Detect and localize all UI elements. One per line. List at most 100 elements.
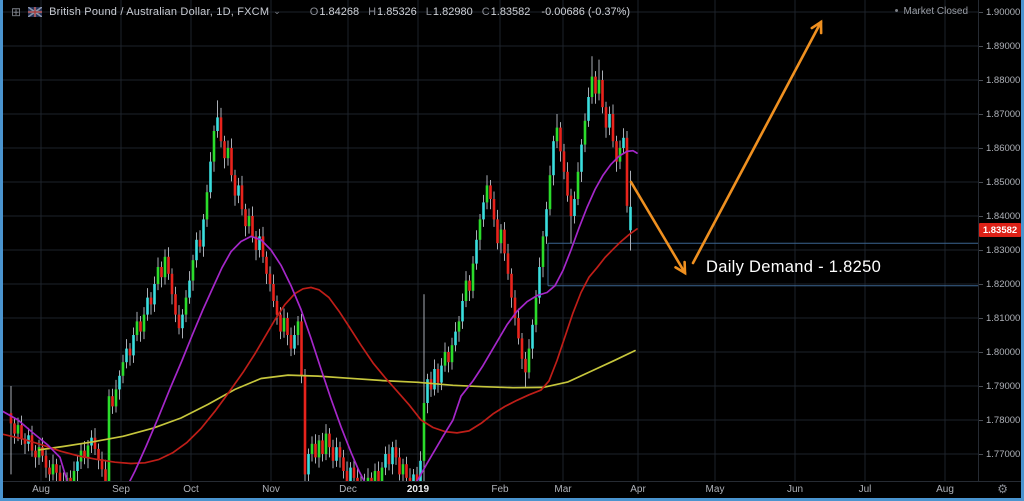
candle xyxy=(167,256,170,274)
candle xyxy=(272,284,275,301)
candle xyxy=(258,236,261,250)
candle xyxy=(387,454,391,465)
candle xyxy=(482,202,485,220)
slow-ma-yellow xyxy=(38,349,636,451)
time-tick-label: Apr xyxy=(630,484,646,495)
candle xyxy=(111,396,114,407)
price-tick-label: 1.81000 xyxy=(979,312,1021,324)
candle xyxy=(433,369,436,390)
price-tick-label: 1.80000 xyxy=(979,346,1021,358)
candle xyxy=(135,321,139,335)
candle xyxy=(160,267,163,278)
candle xyxy=(212,131,216,162)
candle xyxy=(510,273,513,298)
candle xyxy=(475,239,478,264)
uk-flag-icon xyxy=(28,6,43,17)
high-value: 1.85326 xyxy=(377,5,417,18)
price-tick-label: 1.87000 xyxy=(979,108,1021,120)
candle xyxy=(83,450,86,459)
candle xyxy=(485,185,489,203)
market-status: • Market Closed xyxy=(895,5,968,17)
time-axis[interactable]: Aug Sep Oct Nov Dec 2019 Feb Mar Apr May Jun Jul Aug xyxy=(3,481,1021,498)
candle xyxy=(457,321,461,332)
candle xyxy=(310,443,314,454)
candle xyxy=(625,137,629,206)
candle xyxy=(282,318,286,332)
chart-plot-area[interactable]: Daily Demand - 1.8250 ⊞ British Pound / … xyxy=(3,0,978,481)
price-axis[interactable]: 1.90000 1.89000 1.88000 1.87000 1.86000 1.850… xyxy=(978,0,1021,481)
candle xyxy=(97,448,100,460)
candle xyxy=(265,256,268,274)
time-tick-label: Oct xyxy=(183,484,199,495)
candle xyxy=(328,433,331,448)
candle xyxy=(391,447,394,465)
rally-arrow[interactable] xyxy=(691,20,823,265)
candle xyxy=(580,144,583,172)
candle xyxy=(226,148,230,159)
candle xyxy=(223,141,226,159)
candle xyxy=(559,127,562,152)
change-value: -0.00686 (-0.37%) xyxy=(541,5,631,18)
candle xyxy=(240,185,244,210)
candle xyxy=(405,464,408,478)
candle xyxy=(44,455,48,468)
candle xyxy=(16,425,20,434)
candle xyxy=(58,472,62,481)
low-value: 1.82980 xyxy=(432,5,473,18)
candle xyxy=(450,345,454,363)
price-tick-label: 1.82000 xyxy=(979,278,1021,290)
gear-icon[interactable]: ⚙ xyxy=(997,482,1008,496)
chevron-down-icon[interactable]: ⌄ xyxy=(273,6,281,16)
candle xyxy=(499,229,503,244)
time-tick-label: Nov xyxy=(262,484,280,495)
candle xyxy=(233,175,237,196)
candle xyxy=(9,413,13,424)
candle xyxy=(314,443,317,458)
candle xyxy=(373,471,377,481)
candle xyxy=(69,477,72,481)
demand-zone-label[interactable]: Daily Demand - 1.8250 xyxy=(706,258,882,276)
candle xyxy=(279,314,282,332)
candle xyxy=(562,151,566,172)
candle xyxy=(121,362,125,376)
candle xyxy=(156,267,160,284)
candle xyxy=(489,185,492,199)
price-tick-label: 1.78000 xyxy=(979,414,1021,426)
drop-arrow[interactable] xyxy=(629,180,687,275)
candle xyxy=(205,192,209,220)
candle xyxy=(142,314,146,332)
time-tick-label: Jul xyxy=(858,484,872,495)
candle xyxy=(153,284,156,305)
candle xyxy=(496,219,499,244)
candle xyxy=(555,127,559,142)
time-tick-label: Feb xyxy=(491,484,509,495)
candle xyxy=(244,209,247,227)
candle xyxy=(419,460,422,481)
candle xyxy=(118,375,121,390)
price-tick-label: 1.84000 xyxy=(979,210,1021,222)
candle xyxy=(461,301,464,322)
candle xyxy=(471,263,475,291)
candlestick-chart[interactable] xyxy=(3,0,978,481)
layout-grid-icon[interactable]: ⊞ xyxy=(11,4,22,19)
candle xyxy=(468,280,471,291)
time-tick-label: May xyxy=(705,484,725,495)
rally-arrow-head xyxy=(810,19,823,35)
candle xyxy=(601,80,604,108)
candle xyxy=(198,239,202,247)
candle xyxy=(163,256,167,278)
candle xyxy=(209,161,212,193)
candle xyxy=(125,348,128,363)
candle xyxy=(597,80,601,94)
candle xyxy=(275,301,279,315)
candle xyxy=(608,114,611,128)
candle xyxy=(184,297,188,315)
candle xyxy=(590,76,594,97)
candle xyxy=(629,206,632,231)
candle xyxy=(254,236,258,250)
candle xyxy=(177,314,181,329)
symbol-title[interactable]: British Pound / Australian Dollar, 1D, F… xyxy=(49,5,270,18)
candle xyxy=(569,195,573,216)
candle xyxy=(307,454,310,475)
